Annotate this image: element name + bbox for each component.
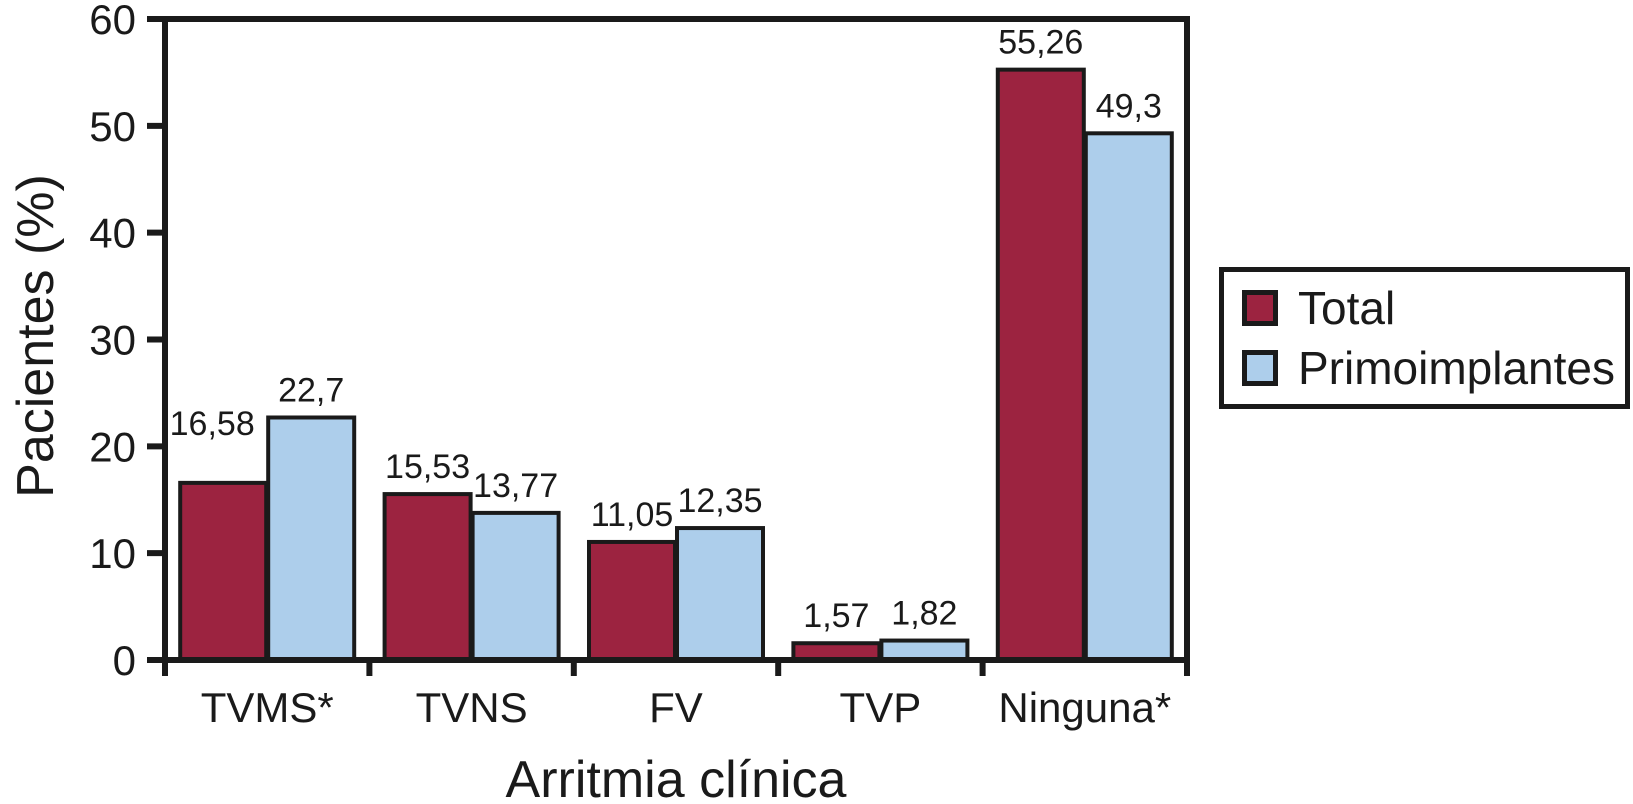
x-category-label-4: Ninguna* <box>998 684 1171 731</box>
legend-label-primoimplantes: Primoimplantes <box>1298 341 1615 394</box>
value-label-primoimplantes-0: 22,7 <box>278 371 344 409</box>
value-label-total-0: 16,58 <box>170 405 255 443</box>
y-tick-label-60: 60 <box>89 0 136 43</box>
y-tick-label-50: 50 <box>89 103 136 150</box>
bar-total-2 <box>587 539 677 662</box>
bar-primoimplantes-2 <box>675 526 765 663</box>
y-tick-label-0: 0 <box>113 637 136 684</box>
y-tick-label-20: 20 <box>89 423 136 470</box>
x-axis-title: Arritmia clínica <box>505 751 847 804</box>
legend-swatch-primoimplantes-icon <box>1242 349 1278 386</box>
legend-item-total: Total <box>1242 285 1625 331</box>
value-label-total-3: 1,57 <box>803 597 869 635</box>
value-label-primoimplantes-1: 13,77 <box>473 467 558 505</box>
value-label-total-2: 11,05 <box>591 496 674 534</box>
bar-primoimplantes-0 <box>266 415 357 663</box>
x-category-label-0: TVMS* <box>201 684 334 731</box>
legend-swatch-total-icon <box>1242 290 1278 327</box>
x-category-label-3: TVP <box>840 684 922 731</box>
bar-primoimplantes-4 <box>1083 131 1174 663</box>
y-axis-title: Pacientes (%) <box>7 174 65 498</box>
bar-total-4 <box>995 67 1086 663</box>
y-tick-label-40: 40 <box>89 210 136 257</box>
value-label-primoimplantes-4: 49,3 <box>1096 87 1162 125</box>
x-category-label-2: FV <box>649 684 703 731</box>
y-tick-label-30: 30 <box>89 317 136 364</box>
y-tick-label-10: 10 <box>89 530 136 577</box>
bar-primoimplantes-1 <box>470 510 561 662</box>
value-label-total-1: 15,53 <box>385 448 470 486</box>
x-category-label-1: TVNS <box>416 684 528 731</box>
value-label-primoimplantes-3: 1,82 <box>891 595 957 633</box>
value-label-primoimplantes-2: 12,35 <box>677 482 762 520</box>
value-label-total-4: 55,26 <box>998 24 1083 62</box>
bar-total-0 <box>178 480 269 662</box>
legend-label-total: Total <box>1298 282 1396 335</box>
legend-item-primoimplantes: Primoimplantes <box>1242 345 1625 391</box>
bar-total-1 <box>382 492 473 662</box>
legend: Total Primoimplantes <box>1219 267 1630 409</box>
